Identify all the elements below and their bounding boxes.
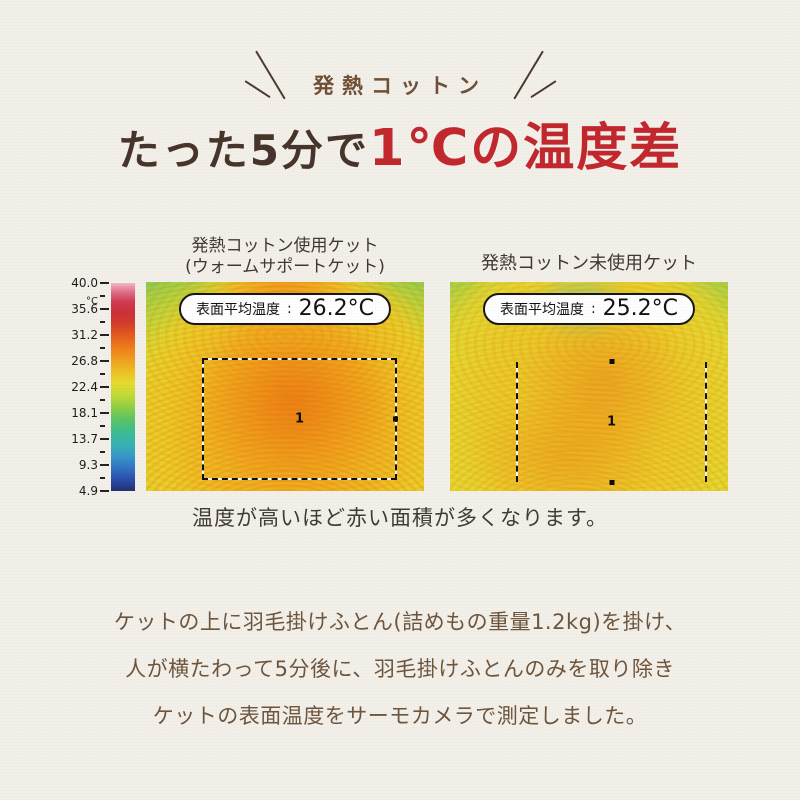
scale-tick <box>100 282 109 284</box>
tagline: 発熱コットン <box>313 74 487 98</box>
pill-value: 26.2°C <box>298 296 375 321</box>
scale-tick <box>100 477 105 479</box>
roi-marker <box>609 480 614 485</box>
scale-tick <box>100 295 105 297</box>
description-line: 人が横たわって5分後に、羽毛掛けふとんのみを取り除き <box>125 657 675 681</box>
scale-tick <box>100 412 109 414</box>
pill-value: 25.2°C <box>602 296 679 321</box>
scale-tick <box>100 360 109 362</box>
description-paragraph: ケットの上に羽毛掛けふとん(詰めもの重量1.2kg)を掛け、 人が横たわって5分… <box>0 599 800 740</box>
scale-label: 9.3 <box>78 458 98 472</box>
scale-tick <box>100 490 109 492</box>
left-image-title-line2: (ウォームサポートケット) <box>185 257 385 277</box>
scale-tick <box>100 347 105 349</box>
scale-label: 40.0 <box>71 276 98 290</box>
right-image-title: 発熱コットン未使用ケット <box>450 253 728 274</box>
scale-tick <box>100 386 109 388</box>
scale-tick <box>100 425 105 427</box>
thermal-image-with-cotton: 1 表面平均温度 : 26.2°C <box>146 282 424 491</box>
title-accent-part: 1℃の温度差 <box>368 119 683 178</box>
scale-tick <box>100 438 109 440</box>
left-image-title-line1: 発熱コットン使用ケット <box>191 236 379 256</box>
scale-label: 31.2 <box>71 328 98 342</box>
right-image-title-line1: 発熱コットン未使用ケット <box>481 253 697 274</box>
scale-tick <box>100 373 105 375</box>
roi-number: 1 <box>294 411 305 427</box>
pill-label: 表面平均温度 <box>499 301 584 318</box>
scale-tick <box>100 334 109 336</box>
pill-label: 表面平均温度 <box>195 301 280 318</box>
scale-tick <box>100 321 105 323</box>
scale-label: 13.7 <box>71 432 98 446</box>
scale-label: 26.8 <box>71 354 98 368</box>
measurement-area-box: 1 <box>516 359 707 485</box>
average-temperature-badge: 表面平均温度 : 26.2°C <box>178 293 392 325</box>
scale-tick <box>100 464 109 466</box>
scale-tick <box>100 399 105 401</box>
pill-colon: : <box>590 300 596 317</box>
temperature-gradient-bar <box>111 283 135 491</box>
roi-marker <box>609 359 614 364</box>
scale-label: 35.6 <box>71 302 98 316</box>
title-normal-part: たった5分で <box>117 126 369 175</box>
scale-unit: °C <box>86 296 98 307</box>
average-temperature-badge: 表面平均温度 : 25.2°C <box>482 293 696 325</box>
page-title: たった5分で 1℃の温度差 <box>0 106 800 180</box>
scale-label: 4.9 <box>78 484 98 498</box>
left-image-title: 発熱コットン使用ケット (ウォームサポートケット) <box>146 236 424 278</box>
roi-marker <box>393 416 398 422</box>
scale-tick <box>100 308 109 310</box>
description-line: ケットの表面温度をサーモカメラで測定しました。 <box>152 704 648 728</box>
measurement-area-box: 1 <box>202 358 398 480</box>
scale-tick <box>100 451 105 453</box>
scale-label: 22.4 <box>71 380 98 394</box>
description-line: ケットの上に羽毛掛けふとん(詰めもの重量1.2kg)を掛け、 <box>113 610 687 634</box>
thermal-image-without-cotton: 1 表面平均温度 : 25.2°C <box>450 282 728 491</box>
temperature-scale: 40.0 °C 35.6 31.2 26.8 22.4 18.1 13.7 9.… <box>58 276 136 498</box>
roi-number: 1 <box>606 414 617 430</box>
scale-label: 18.1 <box>71 406 98 420</box>
pill-colon: : <box>286 300 292 317</box>
figure-caption: 温度が高いほど赤い面積が多くなります。 <box>192 506 608 530</box>
